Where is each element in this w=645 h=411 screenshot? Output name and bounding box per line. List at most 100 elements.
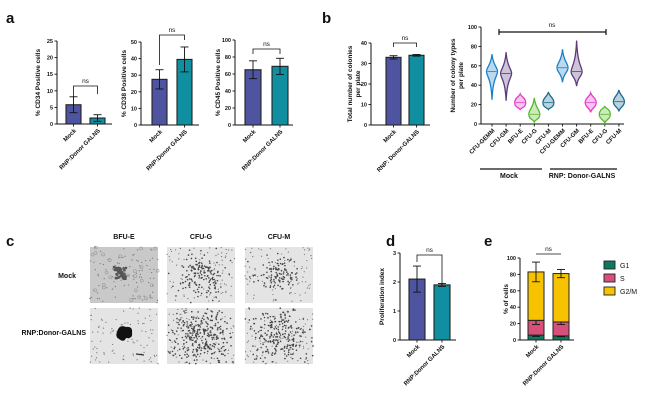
colony-cell bbox=[274, 275, 276, 278]
cell-dot bbox=[183, 294, 185, 296]
colony-cell bbox=[196, 353, 199, 356]
cell-dot bbox=[180, 277, 182, 280]
cell-dot bbox=[150, 248, 152, 250]
colony-cell bbox=[212, 273, 214, 276]
micrograph-background bbox=[245, 308, 313, 364]
colony-cell bbox=[211, 352, 214, 355]
cell-dot bbox=[181, 308, 183, 310]
cell-dot bbox=[264, 363, 266, 365]
cell-dot bbox=[106, 287, 108, 289]
colony-cell bbox=[192, 339, 194, 342]
y-tick-label: 20 bbox=[471, 103, 477, 109]
colony-cell bbox=[266, 254, 268, 256]
cell-dot bbox=[221, 264, 223, 266]
y-tick-label: 80 bbox=[225, 55, 231, 61]
colony-cell bbox=[185, 258, 188, 261]
colony-cell bbox=[195, 260, 198, 263]
colony-cell bbox=[196, 288, 199, 291]
cell-dot bbox=[168, 313, 170, 315]
colony-cell bbox=[260, 326, 262, 328]
cell-dot bbox=[251, 247, 253, 249]
cell-dot bbox=[299, 294, 301, 296]
cell-dot bbox=[302, 247, 304, 249]
cell-dot bbox=[268, 275, 270, 277]
colony-cell bbox=[291, 277, 293, 279]
colony-cell bbox=[206, 345, 209, 347]
colony-cell bbox=[288, 315, 291, 318]
colony-cell bbox=[295, 276, 297, 279]
cell-dot bbox=[290, 356, 292, 358]
colony-cell bbox=[215, 338, 218, 341]
cell-dot bbox=[168, 256, 170, 258]
cell-dot bbox=[153, 268, 155, 270]
colony-cell bbox=[278, 320, 281, 323]
colony-cell bbox=[213, 278, 216, 281]
cell-ring bbox=[155, 268, 160, 273]
colony-cell bbox=[186, 356, 188, 359]
colony-cell bbox=[201, 342, 204, 344]
colony-cell bbox=[206, 329, 208, 332]
violin-cfu-gemm bbox=[485, 54, 499, 100]
cell-dot bbox=[214, 280, 216, 282]
cell-dot bbox=[186, 322, 189, 324]
cell-dot bbox=[139, 273, 141, 276]
colony-cell bbox=[273, 334, 276, 336]
colony-cell bbox=[215, 282, 217, 284]
cell-ring bbox=[104, 270, 109, 275]
violin-cfu-m bbox=[542, 91, 555, 111]
cell-dot bbox=[131, 338, 133, 340]
colony-cell bbox=[215, 315, 218, 318]
cell-dot bbox=[137, 322, 139, 325]
colony-cell bbox=[211, 310, 214, 313]
colony-cell bbox=[186, 353, 188, 356]
colony-cell bbox=[198, 274, 200, 277]
colony-cell bbox=[216, 328, 219, 331]
cell-dot bbox=[102, 263, 105, 266]
colony-cell bbox=[176, 317, 178, 320]
colony-cell bbox=[208, 286, 210, 288]
cell-dot bbox=[274, 318, 276, 321]
cell-dot bbox=[178, 258, 180, 260]
cell-dot bbox=[143, 295, 145, 297]
cell-dot bbox=[301, 268, 303, 270]
colony-cell bbox=[120, 270, 124, 274]
colony-cell bbox=[284, 317, 287, 319]
colony-cell bbox=[200, 319, 203, 322]
cell-dot bbox=[247, 340, 250, 342]
colony-cell bbox=[292, 340, 295, 342]
colony-cell bbox=[279, 334, 282, 336]
cell-dot bbox=[199, 355, 201, 357]
colony-cell bbox=[204, 338, 207, 341]
chart-b-4: 0 10 20 30 40 Total number of colonies per pla… bbox=[347, 35, 430, 174]
colony-cell bbox=[213, 333, 215, 336]
colony-cell bbox=[209, 266, 211, 268]
colony-cell bbox=[260, 274, 263, 277]
cell-dot bbox=[213, 296, 215, 298]
cell-dot bbox=[178, 252, 180, 255]
colony-cell bbox=[198, 284, 201, 286]
cell-dot bbox=[287, 251, 289, 253]
cell-dot bbox=[185, 309, 188, 311]
group-label: Mock bbox=[500, 173, 518, 180]
cell-dot bbox=[94, 359, 97, 361]
colony-cell bbox=[248, 276, 251, 278]
cell-dot bbox=[133, 253, 135, 256]
legend: G1 S G2/M bbox=[603, 260, 637, 296]
cell-dot bbox=[306, 342, 308, 344]
cell-dot bbox=[120, 324, 122, 326]
colony-cell bbox=[287, 336, 289, 338]
colony-cell bbox=[211, 336, 213, 339]
colony-cell bbox=[295, 272, 298, 274]
colony-cell bbox=[187, 333, 189, 335]
colony-cell bbox=[167, 272, 170, 275]
cell-dot bbox=[172, 319, 175, 321]
colony-cell bbox=[220, 286, 222, 288]
significance-label: ns bbox=[169, 27, 177, 34]
colony-cell bbox=[301, 331, 304, 334]
cell-dot bbox=[215, 342, 217, 344]
colony-cell bbox=[204, 347, 207, 350]
colony-cell bbox=[217, 290, 220, 293]
colony-cell bbox=[184, 353, 186, 356]
colony-cell bbox=[273, 342, 275, 345]
colony-cell bbox=[182, 281, 185, 284]
